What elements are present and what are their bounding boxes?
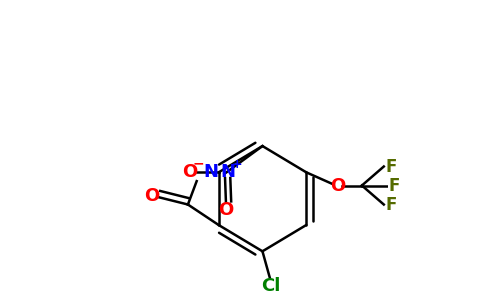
Text: F: F <box>385 196 397 214</box>
Text: O: O <box>144 187 159 205</box>
Text: O: O <box>330 176 345 194</box>
Text: F: F <box>388 176 400 194</box>
Text: +: + <box>232 158 242 171</box>
Text: N: N <box>220 164 235 181</box>
Text: −: − <box>192 156 204 170</box>
Text: F: F <box>385 158 397 175</box>
Text: Cl: Cl <box>261 278 281 296</box>
Text: N: N <box>204 164 219 181</box>
Text: O: O <box>218 201 234 219</box>
Text: O: O <box>182 164 198 181</box>
